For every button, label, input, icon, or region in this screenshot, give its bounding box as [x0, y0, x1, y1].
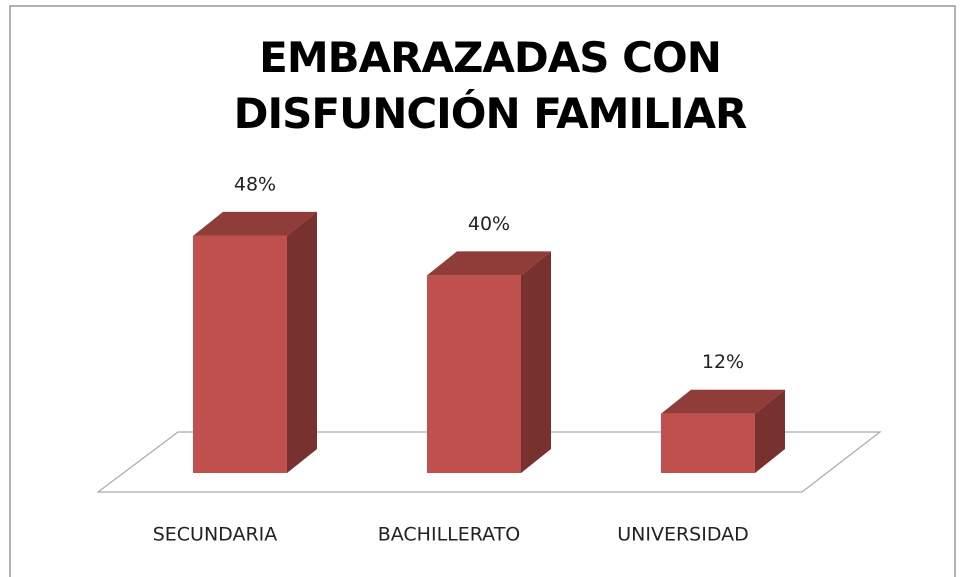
bar: [661, 413, 755, 473]
bar-top: [427, 251, 551, 276]
bar-top-shade: [661, 389, 785, 414]
data-label: 12%: [702, 351, 744, 373]
x-tick-label: BACHILLERATO: [378, 524, 521, 546]
bar-side: [287, 211, 317, 473]
bar-top-shade: [427, 251, 551, 276]
bar: [193, 235, 287, 473]
chart-frame: [9, 5, 956, 577]
bar: [427, 275, 521, 473]
bar-side: [521, 251, 551, 473]
bar-side-shade: [521, 251, 551, 473]
chart-title: EMBARAZADAS CON DISFUNCIÓN FAMILIAR: [233, 33, 749, 138]
bar-side-shade: [287, 211, 317, 473]
data-label: 40%: [468, 213, 510, 235]
bar-top: [661, 389, 785, 414]
bar-side-shade: [755, 389, 785, 473]
bar-top: [193, 211, 317, 236]
bar-side: [755, 389, 785, 473]
data-label: 48%: [234, 173, 276, 195]
x-tick-label: SECUNDARIA: [153, 524, 278, 546]
bar-top-shade: [193, 211, 317, 236]
x-tick-label: UNIVERSIDAD: [617, 524, 749, 546]
